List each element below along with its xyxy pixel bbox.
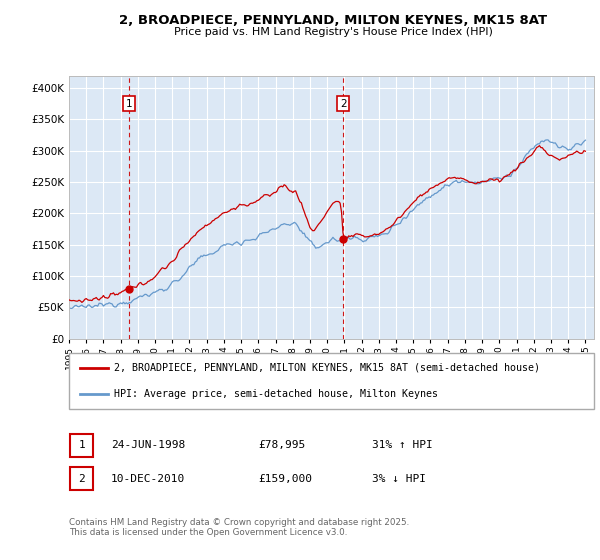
Text: 31% ↑ HPI: 31% ↑ HPI <box>372 440 433 450</box>
Text: 10-DEC-2010: 10-DEC-2010 <box>111 474 185 484</box>
Text: 2, BROADPIECE, PENNYLAND, MILTON KEYNES, MK15 8AT (semi-detached house): 2, BROADPIECE, PENNYLAND, MILTON KEYNES,… <box>113 363 539 373</box>
Text: 2: 2 <box>78 474 85 484</box>
Text: 24-JUN-1998: 24-JUN-1998 <box>111 440 185 450</box>
FancyBboxPatch shape <box>70 468 93 490</box>
Text: 1: 1 <box>78 440 85 450</box>
Text: HPI: Average price, semi-detached house, Milton Keynes: HPI: Average price, semi-detached house,… <box>113 389 437 399</box>
Text: 2: 2 <box>340 99 347 109</box>
Text: £78,995: £78,995 <box>258 440 305 450</box>
FancyBboxPatch shape <box>70 434 93 456</box>
FancyBboxPatch shape <box>69 353 594 409</box>
Text: Contains HM Land Registry data © Crown copyright and database right 2025.
This d: Contains HM Land Registry data © Crown c… <box>69 518 409 538</box>
Text: 1: 1 <box>126 99 133 109</box>
Text: 2, BROADPIECE, PENNYLAND, MILTON KEYNES, MK15 8AT: 2, BROADPIECE, PENNYLAND, MILTON KEYNES,… <box>119 14 547 27</box>
Text: £159,000: £159,000 <box>258 474 312 484</box>
Text: Price paid vs. HM Land Registry's House Price Index (HPI): Price paid vs. HM Land Registry's House … <box>173 27 493 37</box>
Text: 3% ↓ HPI: 3% ↓ HPI <box>372 474 426 484</box>
